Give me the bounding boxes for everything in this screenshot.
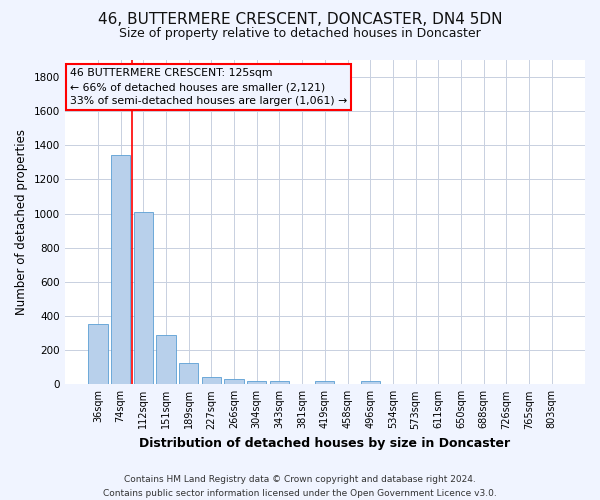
Bar bbox=[88, 324, 107, 384]
Bar bbox=[224, 378, 244, 384]
Bar bbox=[134, 212, 153, 384]
Bar bbox=[111, 154, 130, 384]
Bar bbox=[315, 381, 334, 384]
Bar bbox=[270, 381, 289, 384]
Bar bbox=[157, 335, 176, 384]
Text: 46 BUTTERMERE CRESCENT: 125sqm
← 66% of detached houses are smaller (2,121)
33% : 46 BUTTERMERE CRESCENT: 125sqm ← 66% of … bbox=[70, 68, 347, 106]
Text: Contains HM Land Registry data © Crown copyright and database right 2024.
Contai: Contains HM Land Registry data © Crown c… bbox=[103, 476, 497, 498]
Bar bbox=[179, 363, 199, 384]
Text: 46, BUTTERMERE CRESCENT, DONCASTER, DN4 5DN: 46, BUTTERMERE CRESCENT, DONCASTER, DN4 … bbox=[98, 12, 502, 28]
Bar bbox=[202, 377, 221, 384]
Y-axis label: Number of detached properties: Number of detached properties bbox=[15, 129, 28, 315]
Bar bbox=[361, 381, 380, 384]
Bar bbox=[247, 380, 266, 384]
X-axis label: Distribution of detached houses by size in Doncaster: Distribution of detached houses by size … bbox=[139, 437, 511, 450]
Text: Size of property relative to detached houses in Doncaster: Size of property relative to detached ho… bbox=[119, 28, 481, 40]
